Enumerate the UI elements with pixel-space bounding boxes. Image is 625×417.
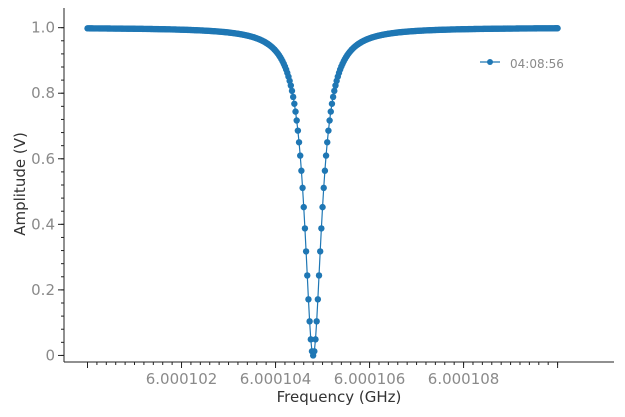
y-tick-label: 0 [45, 346, 55, 364]
data-point [299, 184, 306, 192]
data-point [292, 108, 299, 115]
data-point [327, 108, 334, 115]
x-tick-label: 6.000104 [240, 370, 312, 388]
data-point [325, 127, 332, 134]
data-point [326, 117, 333, 124]
data-point [312, 336, 319, 343]
data-point [294, 127, 302, 134]
data-point [288, 87, 296, 95]
data-point [331, 87, 338, 95]
data-point [287, 82, 295, 89]
data-point [320, 184, 327, 192]
data-point [328, 100, 336, 107]
data-point [319, 203, 326, 211]
data-points [84, 25, 561, 359]
data-point [304, 272, 311, 279]
data-point [301, 225, 309, 232]
y-axis-ticks: 0 0.2 0.4 0.6 0.8 1.0 [31, 19, 64, 364]
data-point [306, 318, 313, 325]
data-point [293, 117, 300, 124]
series-polyline [87, 27, 558, 358]
y-tick-label: 0.2 [31, 281, 55, 299]
x-tick-label: 6.000102 [146, 370, 218, 388]
y-tick-label: 0.8 [31, 84, 55, 102]
legend: 04:08:56 [480, 57, 564, 71]
data-point [318, 225, 325, 232]
data-point [315, 272, 323, 279]
x-axis-label: Frequency (GHz) [277, 388, 402, 406]
y-axis-label: Amplitude (V) [11, 132, 29, 236]
y-tick-label: 1.0 [31, 19, 55, 37]
data-point [295, 139, 303, 146]
x-axis-ticks: 6.000102 6.000104 6.000106 6.000108 [87, 362, 559, 388]
data-point [300, 203, 307, 211]
data-point [329, 93, 337, 101]
data-point [317, 248, 324, 255]
data-point [324, 139, 331, 146]
legend-marker [487, 59, 493, 65]
data-point [302, 248, 310, 255]
data-point [554, 25, 561, 32]
y-tick-label: 0.4 [31, 215, 55, 233]
data-point [313, 318, 320, 325]
data-point [314, 296, 322, 303]
data-point [291, 100, 298, 107]
y-tick-label: 0.6 [31, 150, 55, 168]
data-point [322, 152, 330, 159]
data-point [311, 348, 318, 355]
legend-label-series: 04:08:56 [510, 57, 564, 71]
data-point [305, 296, 312, 303]
series-line [87, 27, 558, 358]
x-tick-label: 6.000108 [428, 370, 500, 388]
data-point [298, 167, 305, 174]
data-point [321, 167, 329, 174]
data-point [289, 93, 297, 101]
data-point [307, 336, 314, 343]
data-point [297, 152, 304, 159]
x-tick-label: 6.000106 [334, 370, 406, 388]
